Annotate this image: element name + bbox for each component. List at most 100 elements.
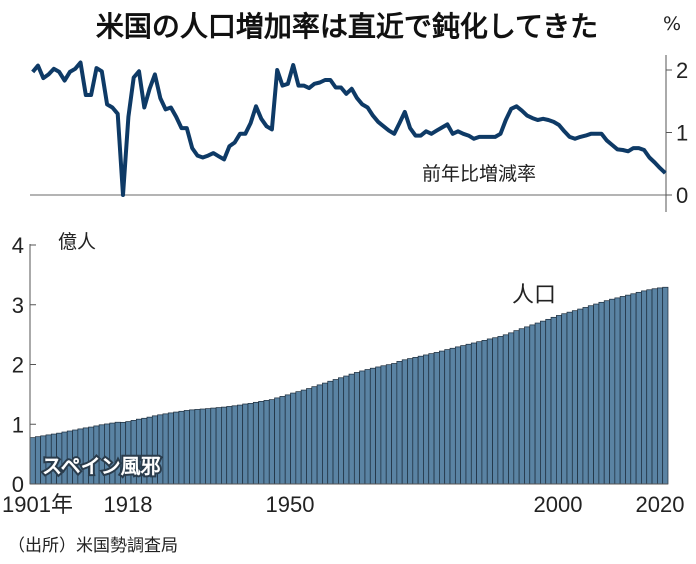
- population-bar: [651, 288, 658, 485]
- growth-y-tick-label: 1: [676, 121, 688, 146]
- population-y-tick-label: 3: [12, 293, 24, 318]
- population-bar: [189, 409, 196, 485]
- population-series-label: 人口: [512, 283, 556, 308]
- population-bar: [630, 293, 637, 485]
- population-bar: [587, 305, 594, 485]
- population-bar: [178, 410, 185, 485]
- chart-title: 米国の人口増加率は直近で鈍化してきた: [96, 10, 598, 43]
- population-bar: [412, 357, 419, 485]
- population-bar: [221, 406, 228, 485]
- population-bar: [231, 405, 238, 485]
- population-bar: [550, 316, 557, 485]
- population-bar: [540, 320, 547, 485]
- population-bar: [593, 303, 600, 485]
- population-x-tick-label: 1950: [266, 492, 315, 517]
- population-bar: [524, 326, 531, 485]
- population-bar: [258, 401, 265, 485]
- population-bar: [566, 311, 573, 485]
- population-bar: [332, 379, 339, 485]
- population-bar: [407, 358, 414, 485]
- population-bar: [508, 332, 515, 485]
- population-bar: [226, 406, 233, 485]
- population-bar: [582, 307, 589, 485]
- population-bar: [215, 407, 222, 485]
- population-x-tick-label: 1918: [104, 492, 153, 517]
- growth-unit-label: %: [663, 13, 681, 35]
- population-bar: [454, 346, 461, 485]
- population-y-tick-label: 1: [12, 412, 24, 437]
- population-bar: [263, 400, 270, 485]
- growth-rate-panel: % 0 1 2 前年比増減率: [30, 13, 688, 212]
- population-bar: [486, 338, 493, 485]
- population-bar: [199, 408, 206, 485]
- population-x-tick-label: 2020: [636, 492, 685, 517]
- population-bar: [545, 318, 552, 485]
- population-bar: [29, 437, 36, 485]
- population-bar: [380, 365, 387, 485]
- growth-y-tick-label: 2: [676, 58, 688, 83]
- population-y-tick-label: 2: [12, 353, 24, 378]
- population-bar: [428, 353, 435, 485]
- population-bar: [242, 403, 249, 485]
- population-bar: [657, 287, 664, 485]
- growth-series-label: 前年比増減率: [422, 163, 536, 185]
- population-bar: [470, 342, 477, 485]
- population-bar: [625, 294, 632, 485]
- population-bar: [183, 410, 190, 485]
- population-panel: 億人 0 1 2 3 4 1901年 1918 1950 2000 2020 人口 スペイン風邪: [2, 231, 684, 517]
- population-bar: [444, 349, 451, 485]
- spanish-flu-annotation: スペイン風邪: [42, 454, 161, 478]
- population-bar: [210, 407, 217, 485]
- population-bar: [465, 343, 472, 485]
- population-bar: [290, 392, 297, 485]
- population-bar: [555, 315, 563, 485]
- population-bar: [460, 345, 467, 485]
- population-bar: [614, 297, 621, 485]
- population-bar: [375, 366, 382, 485]
- population-bar: [598, 301, 605, 485]
- population-bar: [300, 389, 307, 485]
- population-bar: [492, 337, 499, 485]
- population-bar: [353, 372, 360, 485]
- population-bar: [369, 367, 376, 485]
- population-bar: [364, 369, 371, 485]
- population-bar: [646, 289, 653, 485]
- population-bar: [173, 411, 180, 485]
- population-bar: [619, 296, 626, 485]
- population-bar: [449, 347, 456, 485]
- population-bar: [401, 359, 408, 485]
- population-bar: [641, 290, 648, 485]
- population-bar: [348, 373, 355, 485]
- population-bar: [385, 364, 392, 485]
- population-unit-label: 億人: [58, 231, 96, 253]
- population-bar: [603, 300, 610, 485]
- population-y-tick-label: 0: [12, 472, 24, 497]
- population-bar: [322, 382, 329, 485]
- population-bar: [497, 336, 504, 485]
- population-bar: [513, 330, 520, 485]
- population-bar: [476, 341, 483, 485]
- population-bar: [534, 322, 541, 485]
- population-bar: [34, 436, 41, 485]
- population-bar: [439, 350, 446, 485]
- population-bar: [561, 313, 568, 485]
- population-bar: [417, 355, 424, 485]
- population-bar: [518, 328, 525, 485]
- population-bar: [194, 409, 201, 485]
- population-bar: [167, 412, 174, 485]
- population-bar: [311, 386, 318, 485]
- population-bar: [274, 397, 281, 485]
- population-bar: [481, 340, 488, 485]
- population-bar: [327, 380, 334, 485]
- population-bar: [577, 308, 584, 485]
- population-y-tick-label: 4: [12, 233, 24, 258]
- population-bar: [359, 370, 366, 485]
- growth-rate-line: [31, 60, 667, 197]
- population-bar: [433, 352, 440, 485]
- population-bar: [284, 394, 291, 485]
- population-bar: [571, 310, 578, 485]
- population-bar: [205, 408, 212, 485]
- population-bar: [247, 403, 254, 485]
- population-bar: [529, 324, 536, 485]
